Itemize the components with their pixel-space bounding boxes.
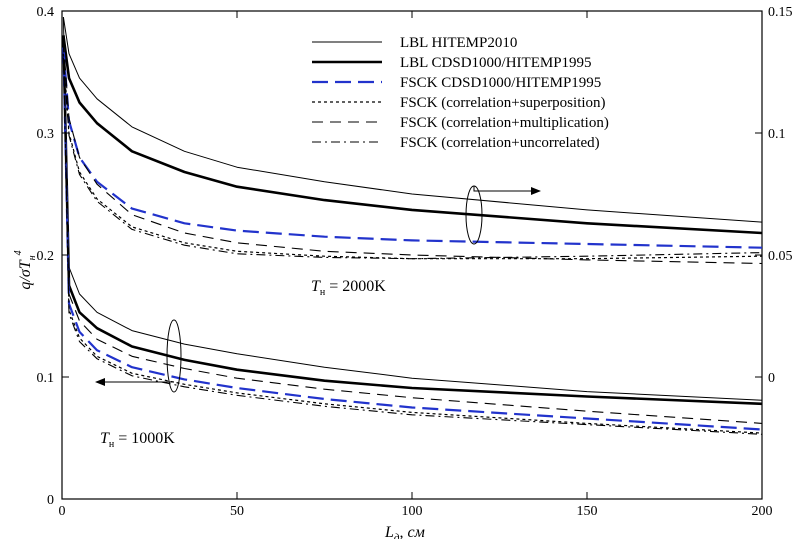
x-tick-label: 50: [230, 504, 244, 519]
series-line-1-group-2: [62, 17, 762, 401]
y-tick-label-left: 0.3: [37, 127, 55, 142]
series-line-2-group-1: [62, 35, 762, 235]
series-layer: [62, 17, 762, 435]
y-tick-label-right: 0.05: [768, 249, 793, 264]
y-tick-label-left: 0: [47, 493, 54, 508]
series-line-3-group-2: [62, 47, 762, 431]
y-tick-label-right: 0.15: [768, 5, 793, 20]
legend-label: FSCK (correlation+multiplication): [400, 115, 609, 131]
series-line-2-group-2: [62, 35, 762, 406]
y-axis-right: 0 0.05 0.1 0.15: [755, 5, 793, 386]
legend: LBL HITEMP2010 LBL CDSD1000/HITEMP1995 FSC…: [312, 35, 609, 151]
ellipse-marker-1000k: [166, 319, 182, 393]
x-tick-label: 200: [752, 504, 773, 519]
legend-label: FSCK CDSD1000/HITEMP1995: [400, 75, 601, 91]
y-tick-label-right: 0: [768, 371, 775, 386]
series-line-5-group-2: [62, 41, 762, 424]
x-axis-title: Lд, см: [384, 524, 425, 539]
y-tick-label-left: 0.1: [37, 371, 55, 386]
legend-label: FSCK (correlation+uncorrelated): [400, 135, 600, 151]
annotation-2000k: Tн = 2000K: [311, 278, 386, 298]
y-axis-title: q/σTн4: [13, 250, 38, 289]
legend-label: LBL CDSD1000/HITEMP1995: [400, 55, 592, 71]
series-line-6-group-1: [62, 57, 762, 260]
arrow-right-axis: [473, 186, 541, 195]
series-line-3-group-1: [62, 47, 762, 249]
legend-label: LBL HITEMP2010: [400, 35, 517, 51]
x-tick-label: 100: [402, 504, 423, 519]
y-tick-label-right: 0.1: [768, 127, 786, 142]
y-axis-left: 0 0.1 0.2 0.3 0.4: [37, 5, 69, 508]
legend-label: FSCK (correlation+superposition): [400, 95, 606, 111]
annotation-1000k: Tн = 1000K: [100, 430, 175, 450]
series-line-6-group-2: [62, 57, 762, 435]
y-tick-label-left: 0.4: [37, 5, 55, 20]
series-line-4-group-2: [62, 53, 762, 434]
y-tick-label-left: 0.2: [37, 249, 55, 264]
series-line-1-group-1: [62, 17, 762, 223]
x-axis: 0 50 100 150 200: [59, 11, 773, 519]
x-tick-label: 0: [59, 504, 66, 519]
x-tick-label: 150: [577, 504, 598, 519]
